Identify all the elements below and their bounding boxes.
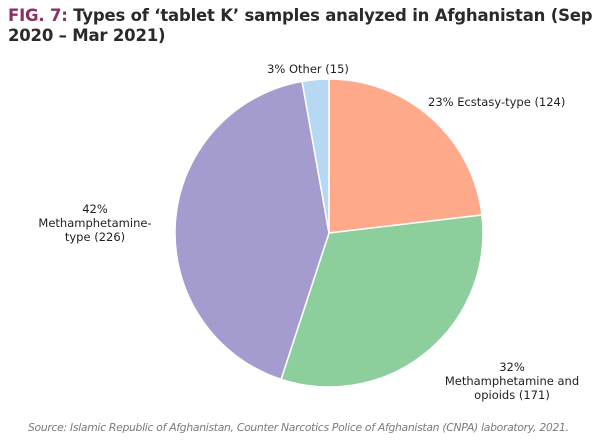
- pie-slice-other: [301, 78, 330, 234]
- slice-label-ecstasy-type: 23% Ecstasy-type (124): [428, 95, 565, 109]
- pie-slice-methamphetamine-and-opioids: [280, 214, 484, 388]
- slice-label-other: 3% Other (15): [267, 62, 349, 76]
- pie-slice-ecstasy-type: [328, 78, 483, 234]
- slice-label-line: Methamphetamine-: [38, 216, 151, 230]
- slice-label-methamphetamine-type: 42% Methamphetamine-type (226): [38, 202, 151, 244]
- slice-label-line: 32%: [499, 360, 525, 374]
- figure-title-text: Types of ‘tablet K’ samples analyzed in …: [8, 6, 593, 45]
- slice-label-line: opioids (171): [474, 388, 550, 402]
- source-note: Source: Islamic Republic of Afghanistan,…: [28, 421, 569, 434]
- slice-label-line: 3% Other (15): [267, 62, 349, 76]
- slice-label-line: 42%: [82, 202, 108, 216]
- slice-label-line: 23% Ecstasy-type (124): [428, 95, 565, 109]
- slice-label-line: Methamphetamine and: [445, 374, 579, 388]
- pie-slice-methamphetamine-type: [174, 80, 330, 381]
- slice-label-line: type (226): [65, 230, 125, 244]
- slice-label-methamphetamine-and-opioids: 32% Methamphetamine and opioids (171): [445, 360, 579, 402]
- chart-title: FIG. 7: Types of ‘tablet K’ samples anal…: [8, 6, 593, 46]
- figure-label: FIG. 7:: [8, 6, 68, 25]
